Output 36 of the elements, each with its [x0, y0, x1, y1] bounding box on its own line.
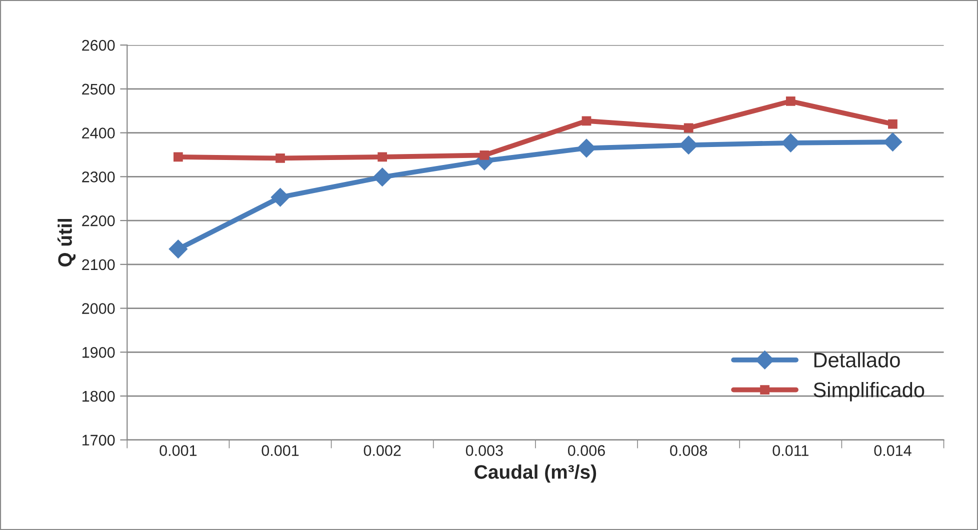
point: [786, 96, 796, 106]
y-tick-label: 2600: [82, 40, 115, 51]
x-axis-title: Caudal (m³/s): [474, 464, 596, 483]
point: [684, 123, 694, 133]
legend-label: Detallado: [814, 352, 900, 368]
point: [270, 188, 290, 207]
y-tick-label: 2400: [82, 128, 115, 138]
y-tick-label: 2300: [82, 172, 115, 182]
y-tick-label: 1800: [82, 390, 115, 402]
point: [888, 119, 898, 129]
point: [276, 154, 285, 163]
y-tick-label: 2100: [82, 259, 115, 270]
y-tick-label: 2500: [82, 84, 115, 95]
y-tick-label: 1900: [82, 347, 115, 358]
x-tick-label: 0.006: [568, 445, 605, 456]
y-tick-label: 2000: [82, 303, 115, 314]
point: [480, 150, 490, 160]
x-tick-label: 0.008: [670, 445, 708, 456]
x-tick-label: 0.001: [160, 445, 197, 456]
point: [577, 138, 596, 158]
point: [679, 136, 698, 154]
x-tick-label: 0.002: [364, 445, 401, 456]
x-tick-label: 0.001: [262, 445, 299, 456]
y-tick-label: 2200: [82, 215, 115, 226]
point: [582, 116, 592, 126]
point: [378, 152, 388, 162]
point: [883, 132, 902, 152]
point: [168, 240, 188, 258]
y-tick-label: 1700: [82, 434, 115, 446]
y-axis-title: Q útil: [58, 219, 76, 267]
point: [173, 152, 183, 162]
point: [372, 168, 392, 186]
x-tick-label: 0.014: [874, 445, 912, 456]
legend-label: Simplificado: [814, 382, 924, 402]
x-tick-label: 0.011: [772, 445, 808, 456]
x-tick-label: 0.003: [466, 445, 503, 456]
